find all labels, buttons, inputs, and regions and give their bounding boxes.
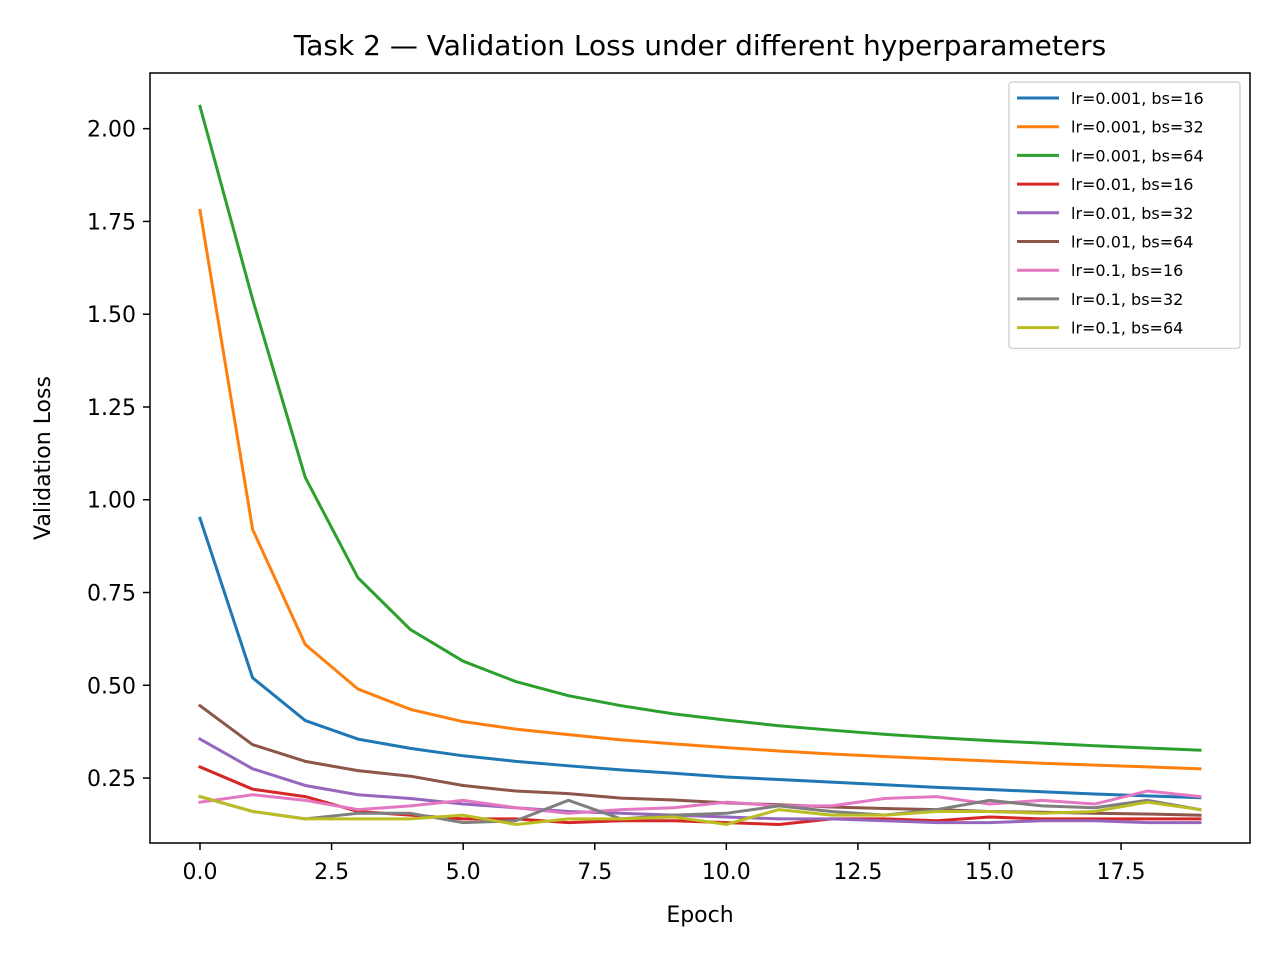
x-tick-label: 17.5 <box>1097 860 1146 885</box>
legend-label: lr=0.1, bs=32 <box>1071 290 1183 309</box>
legend-box <box>1008 81 1241 349</box>
x-tick-label: 15.0 <box>965 860 1014 885</box>
legend-label: lr=0.01, bs=64 <box>1071 233 1193 252</box>
legend-label: lr=0.001, bs=64 <box>1071 146 1204 165</box>
legend-label: lr=0.001, bs=16 <box>1071 89 1204 108</box>
series-line-3 <box>198 104 1202 752</box>
x-axis-label: Epoch <box>666 903 733 928</box>
x-tick-label: 7.5 <box>577 860 612 885</box>
plot-area: 0.0 2.5 5.0 7.5 10.0 12.5 15.0 17.5 0.25 0.50 0.75… <box>87 72 1251 885</box>
series-line-7 <box>198 789 1202 815</box>
legend-label: lr=0.01, bs=32 <box>1071 204 1193 223</box>
legend: lr=0.001, bs=16 lr=0.001, bs=32 lr=0.001, … <box>1008 81 1241 349</box>
chart-title: Task 2 — Validation Loss under different… <box>293 29 1106 62</box>
y-tick-label: 1.50 <box>87 303 136 328</box>
x-tick-label: 2.5 <box>314 860 349 885</box>
x-tick-label: 12.5 <box>833 860 882 885</box>
legend-label: lr=0.01, bs=16 <box>1071 175 1193 194</box>
x-tick-label: 5.0 <box>446 860 481 885</box>
legend-label: lr=0.1, bs=16 <box>1071 261 1183 280</box>
y-tick-label: 0.50 <box>87 674 136 699</box>
series-line-5 <box>197 737 1202 825</box>
x-tick-label: 0.0 <box>183 860 218 885</box>
x-tick-label: 10.0 <box>702 860 751 885</box>
y-tick-label: 0.75 <box>87 582 136 607</box>
series-line-9 <box>198 794 1202 826</box>
y-tick-label: 0.25 <box>87 767 136 792</box>
series-line-2 <box>198 208 1202 771</box>
legend-label: lr=0.1, bs=64 <box>1071 319 1183 338</box>
legend-label: lr=0.001, bs=32 <box>1071 118 1204 137</box>
series-line-8 <box>198 794 1202 825</box>
y-tick-label: 1.75 <box>87 210 136 235</box>
series-line-1 <box>198 516 1202 800</box>
y-tick-label: 1.25 <box>87 396 136 421</box>
y-tick-label: 1.00 <box>87 489 136 514</box>
y-axis-label: Validation Loss <box>31 376 56 540</box>
axes-frame <box>149 72 1251 844</box>
y-tick-label: 2.00 <box>87 118 136 143</box>
